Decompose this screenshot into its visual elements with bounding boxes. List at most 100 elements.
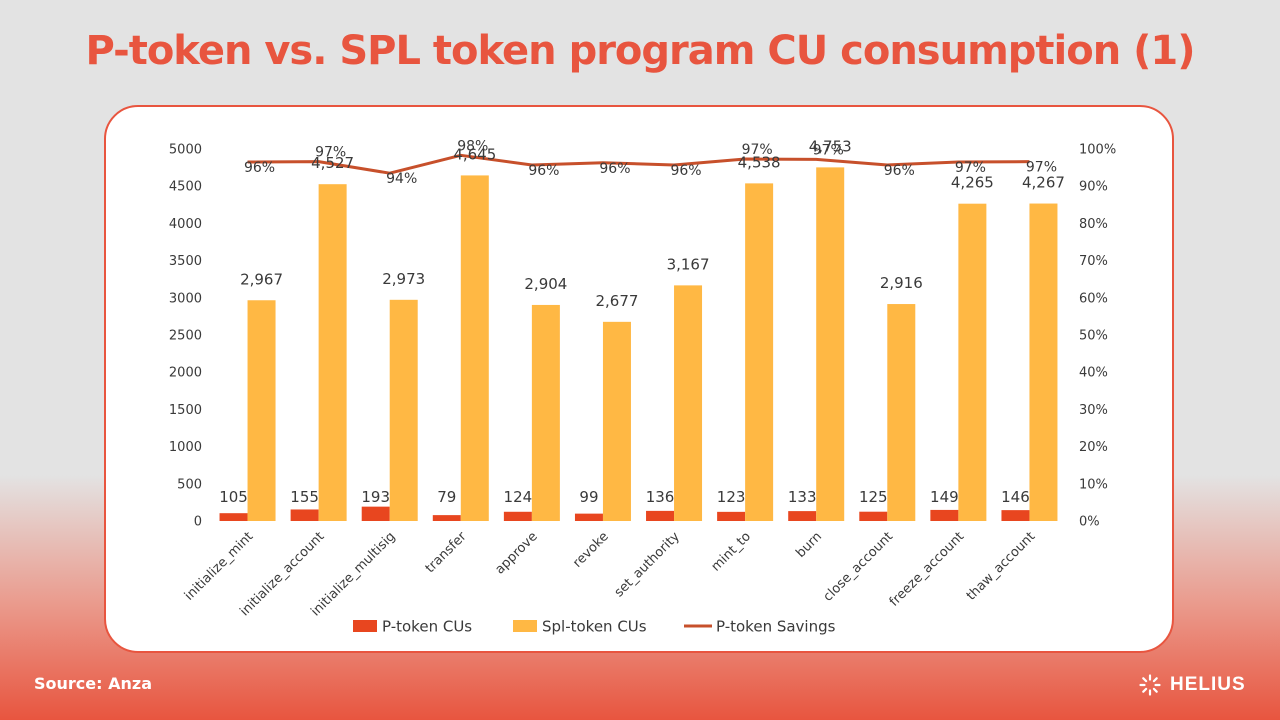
data-label-savings: 94% xyxy=(386,171,417,187)
data-label-spl: 4,267 xyxy=(1022,174,1065,192)
data-label-savings: 97% xyxy=(813,142,844,158)
data-label-spl: 4,753 xyxy=(809,137,852,155)
bar-spl xyxy=(745,183,774,521)
y2-tick-label: 70% xyxy=(1079,254,1108,269)
data-label-ptoken: 105 xyxy=(219,488,248,506)
bar-spl xyxy=(389,299,418,521)
bar-ptoken xyxy=(219,513,248,521)
helius-sun-icon xyxy=(1139,674,1161,696)
data-label-spl: 4,538 xyxy=(738,153,781,171)
legend-swatch-spl xyxy=(513,620,537,632)
bar-ptoken xyxy=(361,506,390,521)
y-tick-label: 2000 xyxy=(169,366,202,381)
bar-spl xyxy=(602,321,631,521)
bar-spl xyxy=(958,203,987,521)
data-label-savings: 96% xyxy=(884,163,915,179)
right-axis-ticks: 0% 10% 20% 30% 40% 50% 60% 70% 80% 90% 100% xyxy=(1079,143,1116,530)
bar-ptoken xyxy=(646,510,675,521)
data-label-ptoken: 136 xyxy=(646,488,675,506)
y2-tick-label: 100% xyxy=(1079,143,1116,158)
y-tick-label: 1000 xyxy=(169,440,202,455)
data-label-spl: 2,916 xyxy=(880,274,923,292)
left-axis-ticks: 0 500 1000 1500 2000 2500 3000 3500 4000 4500 5000 xyxy=(169,143,202,530)
y-tick-label: 2500 xyxy=(169,329,202,344)
x-tick-label: thaw_account xyxy=(964,529,1038,603)
y-tick-label: 3500 xyxy=(169,254,202,269)
bar-ptoken xyxy=(930,509,959,521)
bars xyxy=(219,167,1058,522)
bar-spl xyxy=(887,304,916,521)
y-tick-label: 500 xyxy=(177,477,202,492)
bar-ptoken xyxy=(432,515,461,521)
data-label-ptoken: 133 xyxy=(788,488,817,506)
data-label-spl: 2,677 xyxy=(595,292,638,310)
y2-tick-label: 30% xyxy=(1079,403,1108,418)
data-label-savings: 96% xyxy=(244,160,275,176)
data-label-savings: 97% xyxy=(315,145,346,161)
y-tick-label: 0 xyxy=(194,515,202,530)
data-label-savings: 96% xyxy=(670,163,701,179)
x-tick-label: mint_to xyxy=(709,529,754,574)
data-label-spl: 2,973 xyxy=(382,270,425,288)
bar-ptoken xyxy=(859,511,888,521)
savings-series-line xyxy=(247,153,1030,175)
savings-line xyxy=(247,153,1030,175)
data-label-ptoken: 155 xyxy=(290,488,319,506)
legend-label-savings: P-token Savings xyxy=(716,618,836,636)
data-label-spl: 2,967 xyxy=(240,270,283,288)
bar-ptoken xyxy=(503,511,532,521)
data-label-savings: 97% xyxy=(955,160,986,176)
x-tick-label: revoke xyxy=(570,529,612,571)
legend-swatch-ptoken xyxy=(353,620,377,632)
bar-ptoken xyxy=(1001,510,1030,521)
data-label-savings: 97% xyxy=(1026,160,1057,176)
data-label-savings: 97% xyxy=(742,142,773,158)
data-labels: 105 2,967 155 4,527 193 2,973 79 4,645 124 2,904 9… xyxy=(219,137,1065,506)
data-label-spl: 3,167 xyxy=(667,255,710,273)
y2-tick-label: 90% xyxy=(1079,180,1108,195)
data-label-ptoken: 99 xyxy=(579,488,598,506)
brand-logo: HELIUS xyxy=(1138,672,1246,698)
y-tick-label: 4500 xyxy=(169,180,202,195)
category-ticks: initialize_mintinitialize_accountinitial… xyxy=(182,529,1038,620)
bar-spl xyxy=(531,304,560,521)
x-tick-label: set_authority xyxy=(612,529,683,600)
data-label-savings: 96% xyxy=(599,161,630,177)
bar-spl xyxy=(816,167,845,521)
data-label-ptoken: 79 xyxy=(437,488,456,506)
data-label-ptoken: 125 xyxy=(859,488,888,506)
chart-card xyxy=(104,105,1174,653)
data-label-spl: 4,527 xyxy=(311,154,354,172)
x-tick-label: freeze_account xyxy=(887,529,967,609)
y2-tick-label: 80% xyxy=(1079,217,1108,232)
x-tick-label: transfer xyxy=(423,529,470,576)
x-tick-label: approve xyxy=(492,529,540,577)
bar-spl xyxy=(460,175,489,522)
data-label-spl: 4,265 xyxy=(951,174,994,192)
brand-name: HELIUS xyxy=(1170,674,1246,695)
x-tick-label: initialize_mint xyxy=(182,529,256,603)
y2-tick-label: 0% xyxy=(1079,515,1100,530)
bar-spl xyxy=(1029,203,1058,521)
data-label-ptoken: 124 xyxy=(504,488,533,506)
data-label-ptoken: 123 xyxy=(717,488,746,506)
page-title: P-token vs. SPL token program CU consump… xyxy=(85,28,1195,74)
y2-tick-label: 10% xyxy=(1079,477,1108,492)
x-tick-label: close_account xyxy=(821,529,897,605)
legend-label-spl: Spl-token CUs xyxy=(542,618,647,636)
bar-ptoken xyxy=(574,513,603,521)
x-tick-label: burn xyxy=(793,529,825,561)
y-tick-label: 3000 xyxy=(169,291,202,306)
data-label-spl: 2,904 xyxy=(524,275,567,293)
data-label-ptoken: 193 xyxy=(361,488,390,506)
legend-label-ptoken: P-token CUs xyxy=(382,618,472,636)
data-label-savings: 98% xyxy=(457,138,488,154)
legend: P-token CUs Spl-token CUs P-token Savings xyxy=(353,618,836,636)
bar-ptoken xyxy=(788,511,817,521)
bar-spl xyxy=(247,300,276,521)
bar-ptoken xyxy=(290,509,319,521)
y-tick-label: 5000 xyxy=(169,143,202,158)
bar-spl xyxy=(318,184,347,521)
y2-tick-label: 50% xyxy=(1079,329,1108,344)
